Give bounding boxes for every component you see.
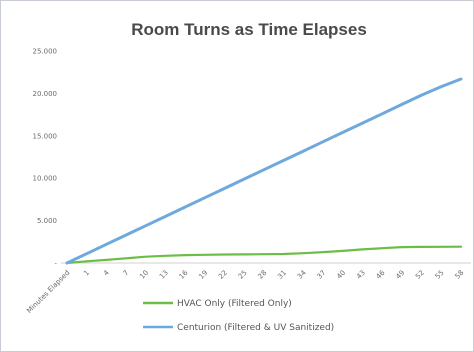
x-tick-label: 43 [355, 269, 367, 281]
y-axis-ticks: - 5.000 10.000 15.000 20.000 25.000 [33, 48, 58, 268]
x-tick-label: 40 [335, 269, 347, 281]
y-tick-label: - [54, 260, 57, 268]
x-tick-label: 19 [197, 269, 209, 281]
y-tick-label: 15.000 [33, 132, 58, 140]
x-tick-label: 52 [414, 269, 426, 281]
y-tick-label: 10.000 [33, 175, 58, 183]
y-tick-label: 5.000 [37, 217, 57, 225]
x-tick-label: 1 [82, 269, 91, 278]
series-lines [65, 77, 463, 265]
series-line [65, 245, 463, 265]
x-tick-label: 49 [394, 269, 406, 281]
x-tick-label: 31 [276, 269, 288, 281]
x-tick-label: 58 [453, 269, 465, 281]
x-tick-label: 13 [158, 269, 170, 281]
legend-label: Centurion (Filtered & UV Sanitized) [177, 323, 334, 333]
x-tick-label: 7 [122, 269, 131, 278]
x-tick-label: 22 [217, 269, 229, 281]
chart-title: Room Turns as Time Elapses [131, 20, 367, 39]
x-tick-label: Minutes Elapsed [25, 269, 71, 315]
x-tick-label: 46 [375, 268, 387, 280]
y-tick-label: 20.000 [33, 90, 58, 98]
x-tick-label: 16 [178, 268, 190, 280]
legend-label: HVAC Only (Filtered Only) [177, 299, 292, 309]
legend: HVAC Only (Filtered Only) Centurion (Filt… [143, 299, 334, 333]
x-tick-label: 34 [296, 268, 308, 280]
x-tick-label: 37 [316, 269, 328, 281]
x-tick-label: 4 [102, 268, 111, 277]
x-tick-label: 28 [256, 269, 268, 281]
x-tick-label: 25 [237, 269, 249, 281]
x-tick-label: 55 [434, 269, 446, 281]
y-tick-label: 25.000 [33, 48, 58, 56]
x-tick-label: 10 [138, 269, 150, 281]
series-line [65, 77, 463, 265]
